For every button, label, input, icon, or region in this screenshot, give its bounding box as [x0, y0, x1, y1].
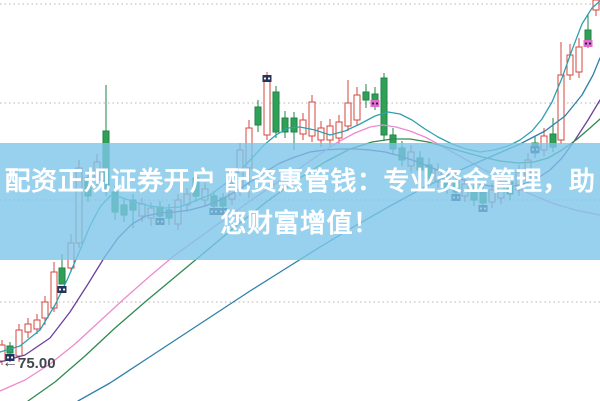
price-level-value: 75.00 [18, 354, 56, 372]
candle-up [557, 74, 565, 141]
candle-down [254, 106, 262, 126]
signal-marker-pink [583, 40, 593, 47]
ad-banner-text-line1: 配资正规证券开户 配资惠管钱：专业资金管理，助 [4, 165, 596, 196]
candle-down [272, 91, 280, 133]
price-level-label: ← 75.00 [2, 354, 56, 372]
candle-up [41, 301, 49, 319]
candle-down [380, 77, 388, 136]
signal-marker-dot [6, 356, 10, 359]
signal-marker-dot [375, 102, 379, 105]
signal-marker-dot [584, 42, 588, 45]
candle-up [263, 79, 271, 136]
candle-up [335, 121, 343, 139]
signal-marker-dot [58, 288, 62, 291]
candle-up [15, 329, 23, 357]
candle-up [308, 101, 316, 137]
candle-up [566, 54, 574, 76]
ad-banner[interactable]: 配资正规证券开户 配资惠管钱：专业资金管理，助 您财富增值！ [0, 143, 600, 260]
candle-down [58, 267, 66, 285]
candle-down [281, 117, 289, 133]
candle-up [50, 271, 58, 309]
signal-marker-dot [267, 77, 271, 80]
candle-down [290, 117, 298, 133]
signal-marker-dot [10, 356, 14, 359]
ad-banner-text-line2: 您财富增值！ [220, 207, 380, 238]
candle-up [317, 127, 325, 141]
candle-down [362, 91, 370, 101]
signal-marker-dark [5, 354, 15, 361]
candle-up [33, 319, 41, 330]
candle-up [24, 323, 32, 333]
signal-marker-dark [57, 286, 67, 293]
signal-marker-dot [588, 42, 592, 45]
signal-marker-pink [370, 100, 380, 107]
signal-marker-dot [371, 102, 375, 105]
candle-up [344, 102, 352, 127]
left-arrow-icon: ← [2, 354, 18, 371]
signal-marker-dark [262, 75, 272, 82]
signal-marker-dot [62, 288, 66, 291]
candle-up [326, 125, 334, 141]
signal-marker-dot [263, 77, 267, 80]
candle-up [353, 94, 361, 121]
candle-up [575, 46, 583, 73]
